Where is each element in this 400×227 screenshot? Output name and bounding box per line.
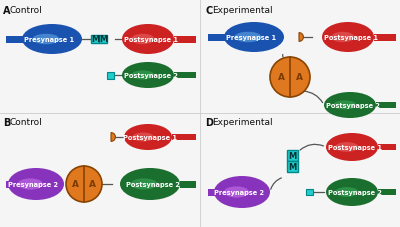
Text: Postsynapse 1: Postsynapse 1 xyxy=(124,37,178,43)
Text: Experimental: Experimental xyxy=(212,6,273,15)
Text: Postsynapse 1: Postsynapse 1 xyxy=(324,35,378,41)
Bar xyxy=(174,73,196,79)
Ellipse shape xyxy=(224,187,249,198)
Ellipse shape xyxy=(335,143,358,152)
Text: Control: Control xyxy=(10,6,43,15)
Bar xyxy=(376,103,396,109)
Wedge shape xyxy=(111,133,116,142)
Text: Postsynapse 2: Postsynapse 2 xyxy=(328,189,382,195)
Ellipse shape xyxy=(224,23,284,53)
Text: M: M xyxy=(91,35,99,44)
Bar xyxy=(378,144,396,150)
Text: Presynapse 2: Presynapse 2 xyxy=(214,189,264,195)
Ellipse shape xyxy=(333,101,356,110)
Ellipse shape xyxy=(326,178,378,206)
Ellipse shape xyxy=(132,133,154,142)
Circle shape xyxy=(270,58,310,98)
Text: M: M xyxy=(99,35,107,44)
Ellipse shape xyxy=(331,33,354,43)
Bar xyxy=(374,34,396,41)
Circle shape xyxy=(66,166,102,202)
Bar xyxy=(6,181,14,188)
Text: A: A xyxy=(296,73,302,82)
Ellipse shape xyxy=(122,25,174,55)
Ellipse shape xyxy=(326,133,378,161)
Text: C: C xyxy=(205,6,212,16)
Text: A: A xyxy=(72,180,79,189)
Text: A: A xyxy=(278,73,284,82)
Ellipse shape xyxy=(335,187,358,197)
Ellipse shape xyxy=(131,35,154,45)
FancyBboxPatch shape xyxy=(286,161,298,172)
Ellipse shape xyxy=(18,179,43,190)
Text: Presynapse 2: Presynapse 2 xyxy=(8,181,58,187)
Text: Postsynapse 2: Postsynapse 2 xyxy=(326,103,380,109)
FancyBboxPatch shape xyxy=(286,150,298,161)
Text: Presynapse 1: Presynapse 1 xyxy=(226,35,276,41)
Ellipse shape xyxy=(130,179,158,190)
Text: M: M xyxy=(288,151,296,160)
Bar xyxy=(208,189,220,196)
Text: A: A xyxy=(3,6,10,16)
Ellipse shape xyxy=(120,168,180,200)
Text: A: A xyxy=(89,180,96,189)
Ellipse shape xyxy=(234,33,262,43)
FancyBboxPatch shape xyxy=(306,189,312,196)
Text: B: B xyxy=(3,118,10,127)
Bar xyxy=(180,181,196,188)
Text: Postsynapse 2: Postsynapse 2 xyxy=(126,181,180,187)
Ellipse shape xyxy=(324,93,376,118)
Ellipse shape xyxy=(32,35,60,45)
Text: Presynapse 1: Presynapse 1 xyxy=(24,37,74,43)
Bar xyxy=(6,36,26,43)
Ellipse shape xyxy=(124,124,172,150)
Ellipse shape xyxy=(122,63,174,89)
Ellipse shape xyxy=(8,168,64,200)
Text: M: M xyxy=(288,162,296,171)
Text: D: D xyxy=(205,118,213,127)
Ellipse shape xyxy=(322,23,374,53)
Text: Experimental: Experimental xyxy=(212,118,273,126)
Text: Postsynapse 1: Postsynapse 1 xyxy=(123,134,178,140)
Text: Postsynapse 1: Postsynapse 1 xyxy=(328,144,382,150)
FancyBboxPatch shape xyxy=(99,36,107,44)
FancyBboxPatch shape xyxy=(91,36,99,44)
Bar xyxy=(174,36,196,43)
Text: Postsynapse 2: Postsynapse 2 xyxy=(124,73,178,79)
Ellipse shape xyxy=(131,71,154,80)
Wedge shape xyxy=(299,33,303,42)
Bar xyxy=(378,189,396,195)
Ellipse shape xyxy=(22,25,82,55)
Text: Control: Control xyxy=(10,118,43,126)
FancyBboxPatch shape xyxy=(106,72,114,79)
Bar xyxy=(208,34,230,41)
Bar xyxy=(172,134,196,140)
Ellipse shape xyxy=(214,176,270,208)
